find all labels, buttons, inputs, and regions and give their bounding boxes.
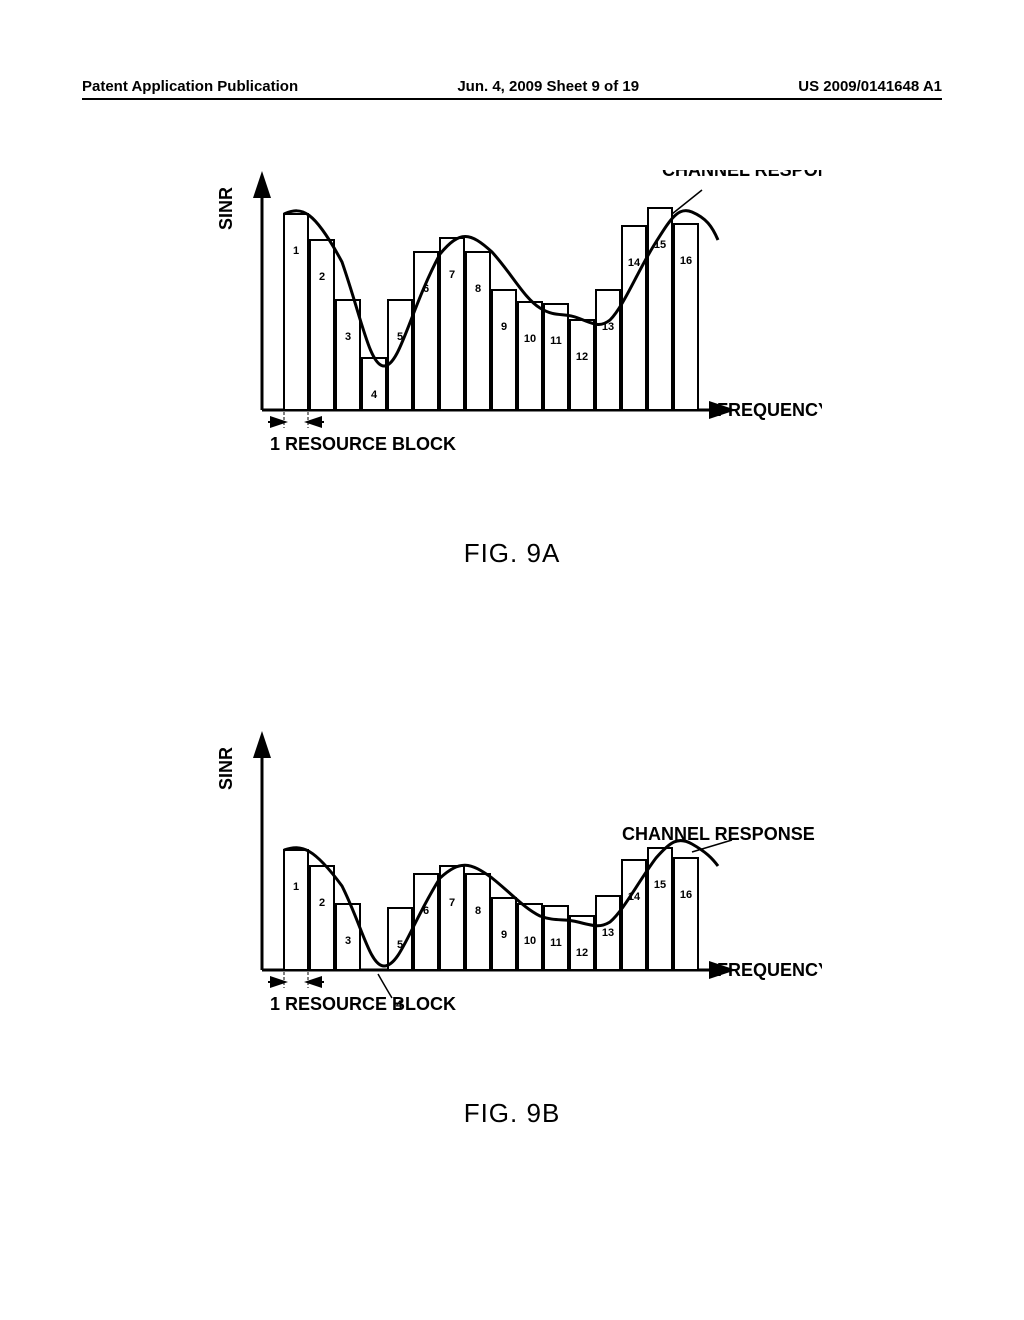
bar-number-label: 7 — [449, 897, 455, 909]
resource-block-bar — [414, 252, 438, 410]
figure-9b-caption: FIG. 9B — [202, 1098, 822, 1129]
bar-number-label: 2 — [319, 897, 325, 909]
y-axis-label: SINR — [216, 747, 236, 790]
figure-9a-svg: SINRFREQUENCYCHANNEL RESPONSE12345678910… — [202, 170, 822, 490]
bar-number-label: 9 — [501, 321, 507, 333]
resource-block-label: 1 RESOURCE BLOCK — [270, 434, 456, 454]
resource-block-bar — [570, 320, 594, 410]
resource-block-bar — [466, 874, 490, 970]
resource-block-bar — [388, 300, 412, 410]
bar-4-callout: 4 — [396, 999, 403, 1011]
bar-number-label: 1 — [293, 245, 299, 257]
channel-response-label: CHANNEL RESPONSE — [622, 824, 815, 844]
bar-number-label: 4 — [371, 389, 378, 401]
resource-block-bar — [674, 224, 698, 410]
resource-block-bar — [622, 226, 646, 410]
header-center: Jun. 4, 2009 Sheet 9 of 19 — [298, 78, 798, 95]
bar-number-label: 15 — [654, 879, 666, 891]
bar-number-label: 12 — [576, 351, 588, 363]
header-left: Patent Application Publication — [82, 78, 298, 95]
resource-block-bar — [596, 290, 620, 410]
bar-number-label: 10 — [524, 935, 536, 947]
bar-number-label: 2 — [319, 271, 325, 283]
header-right: US 2009/0141648 A1 — [798, 78, 942, 95]
bar-number-label: 3 — [345, 935, 351, 947]
bar-number-label: 8 — [475, 905, 481, 917]
figure-9b-container: SINRFREQUENCYCHANNEL RESPONSE12356789101… — [202, 730, 822, 1129]
bar-number-label: 9 — [501, 929, 507, 941]
resource-block-bar — [518, 302, 542, 410]
bar-number-label: 16 — [680, 255, 692, 267]
resource-block-bar — [440, 238, 464, 410]
resource-block-bar — [336, 300, 360, 410]
bar-number-label: 11 — [550, 335, 562, 347]
bar-number-label: 14 — [628, 257, 641, 269]
resource-block-bar — [310, 240, 334, 410]
bar-number-label: 11 — [550, 937, 562, 949]
resource-block-bar — [284, 214, 308, 410]
resource-block-bar — [674, 858, 698, 970]
resource-block-bar — [492, 290, 516, 410]
bar-number-label: 7 — [449, 269, 455, 281]
bar-number-label: 3 — [345, 331, 351, 343]
header-rule — [82, 98, 942, 100]
y-axis-label: SINR — [216, 187, 236, 230]
bar-number-label: 8 — [475, 283, 481, 295]
figure-9a-container: SINRFREQUENCYCHANNEL RESPONSE12345678910… — [202, 170, 822, 569]
figure-9b-svg: SINRFREQUENCYCHANNEL RESPONSE12356789101… — [202, 730, 822, 1050]
page-header: Patent Application Publication Jun. 4, 2… — [0, 78, 1024, 95]
bar-number-label: 10 — [524, 333, 536, 345]
bar-number-label: 13 — [602, 927, 614, 939]
resource-block-bar — [440, 866, 464, 970]
channel-response-label: CHANNEL RESPONSE — [662, 170, 822, 180]
resource-block-bar — [284, 850, 308, 970]
bar-number-label: 16 — [680, 889, 692, 901]
resource-block-bar — [544, 304, 568, 410]
resource-block-bar — [466, 252, 490, 410]
bar-number-label: 12 — [576, 947, 588, 959]
resource-block-label: 1 RESOURCE BLOCK — [270, 994, 456, 1014]
x-axis-label: FREQUENCY — [717, 960, 822, 980]
resource-block-bar — [310, 866, 334, 970]
x-axis-label: FREQUENCY — [717, 400, 822, 420]
bar-number-label: 1 — [293, 881, 299, 893]
figure-9a-caption: FIG. 9A — [202, 538, 822, 569]
